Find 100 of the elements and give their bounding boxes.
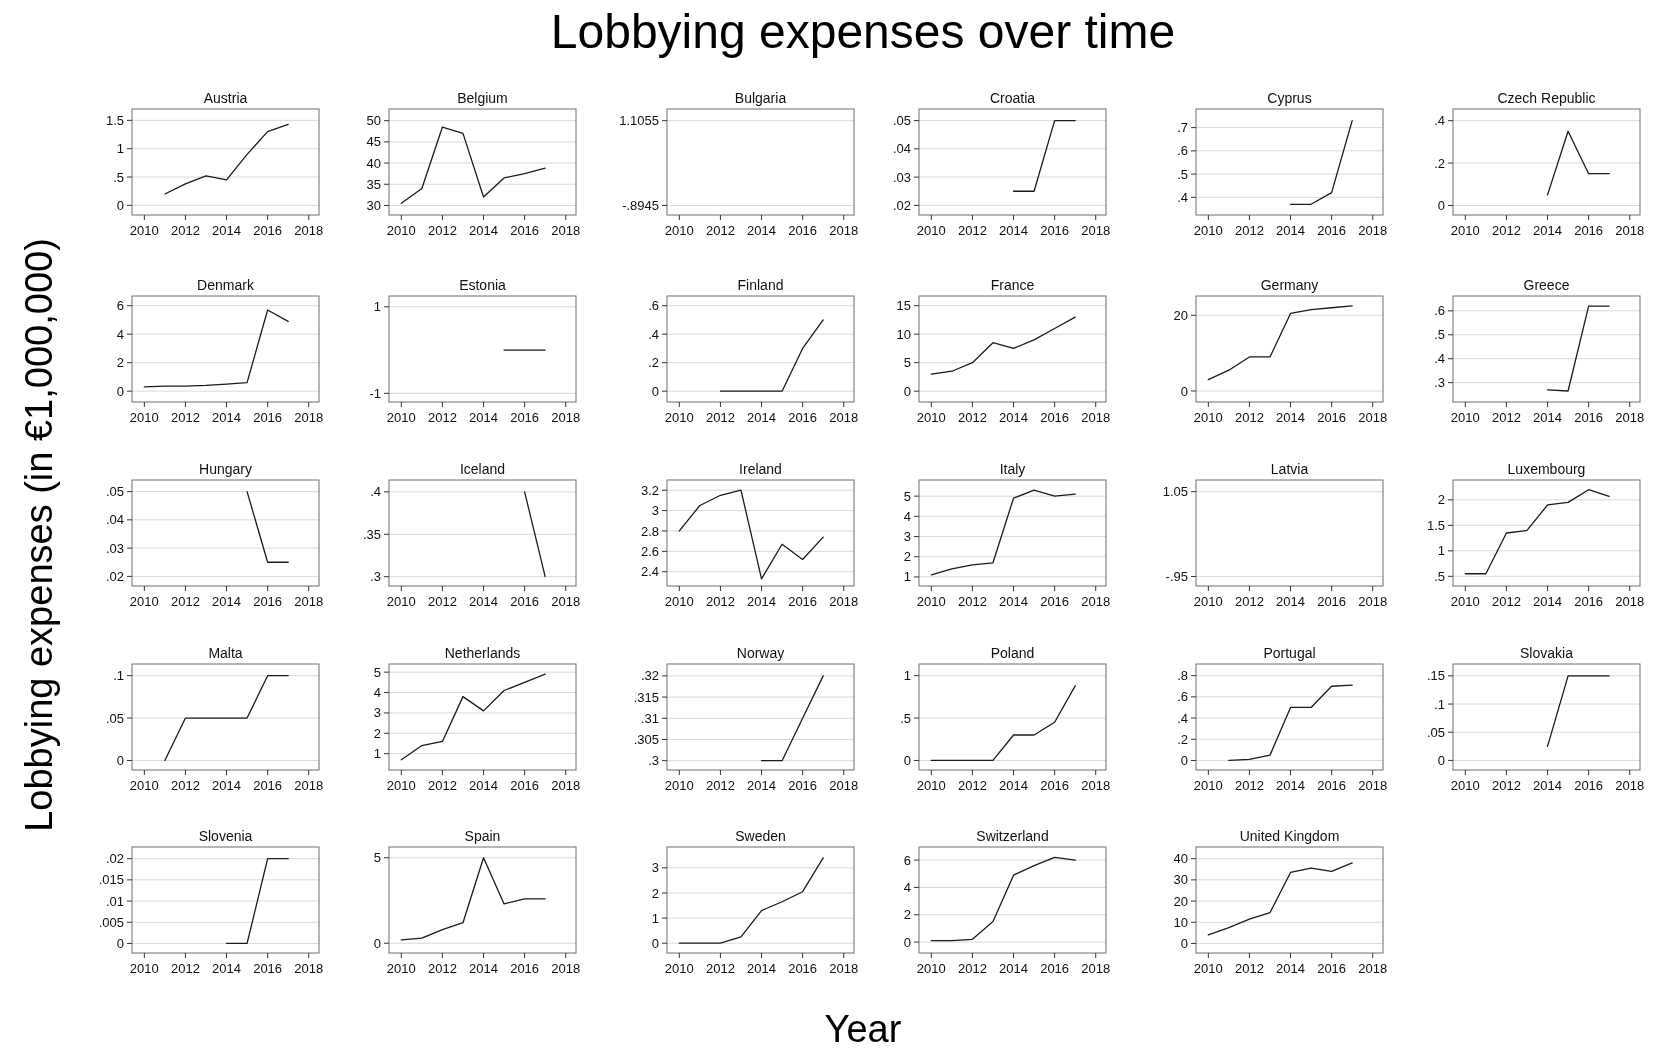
x-tick-label: 2010 bbox=[386, 223, 416, 238]
x-tick-label: 2010 bbox=[129, 961, 159, 976]
y-tick-label: 1 bbox=[903, 569, 911, 585]
x-tick-label: 2016 bbox=[1040, 594, 1070, 609]
x-tick-label: 2012 bbox=[1234, 223, 1264, 238]
y-tick-label: 3 bbox=[651, 860, 659, 876]
y-tick-label: 0 bbox=[116, 197, 124, 213]
line-series bbox=[1207, 305, 1353, 381]
x-tick-label: 2018 bbox=[294, 778, 324, 793]
chart-title: Portugal bbox=[1263, 645, 1316, 661]
y-tick-label: .4 bbox=[1434, 113, 1445, 129]
y-tick-label: 0 bbox=[116, 936, 124, 952]
x-tick-label: 2016 bbox=[1040, 961, 1070, 976]
x-tick-label: 2014 bbox=[212, 594, 241, 609]
y-tick-label: .5 bbox=[1434, 568, 1445, 584]
x-tick-label: 2014 bbox=[747, 961, 776, 976]
y-tick-label: 30 bbox=[366, 198, 381, 214]
x-tick-label: 2016 bbox=[1574, 223, 1604, 238]
y-tick-label: .6 bbox=[1177, 143, 1188, 159]
y-tick-label: 3.2 bbox=[640, 482, 659, 498]
x-tick-label: 2016 bbox=[1574, 778, 1604, 793]
line-series bbox=[930, 316, 1076, 375]
x-tick-label: 2012 bbox=[170, 778, 200, 793]
x-tick-label: 2012 bbox=[705, 594, 735, 609]
y-tick-label: .6 bbox=[1434, 303, 1445, 319]
chart-title: Cyprus bbox=[1267, 90, 1312, 106]
x-tick-label: 2012 bbox=[170, 410, 200, 425]
y-tick-label: .05 bbox=[892, 113, 911, 129]
x-tick-label: 2014 bbox=[1533, 223, 1562, 238]
x-tick-label: 2018 bbox=[829, 594, 859, 609]
y-tick-label: .4 bbox=[370, 484, 381, 500]
y-tick-label: 2 bbox=[903, 549, 911, 565]
y-tick-label: .35 bbox=[362, 526, 381, 542]
x-tick-label: 2016 bbox=[510, 594, 540, 609]
x-tick-label: 2018 bbox=[1081, 594, 1111, 609]
x-tick-label: 2010 bbox=[386, 410, 416, 425]
x-tick-label: 2016 bbox=[253, 410, 283, 425]
x-tick-label: 2018 bbox=[551, 961, 581, 976]
y-tick-label: 0 bbox=[373, 935, 381, 951]
x-tick-label: 2012 bbox=[957, 961, 987, 976]
x-tick-label: 2014 bbox=[469, 961, 498, 976]
x-tick-label: 2014 bbox=[1533, 778, 1562, 793]
x-tick-label: 2012 bbox=[1234, 594, 1264, 609]
line-series bbox=[930, 856, 1076, 942]
y-tick-label: .2 bbox=[1177, 731, 1188, 747]
x-tick-label: 2014 bbox=[747, 223, 776, 238]
x-tick-label: 2010 bbox=[129, 778, 159, 793]
x-tick-label: 2016 bbox=[253, 223, 283, 238]
x-tick-label: 2014 bbox=[212, 961, 241, 976]
x-tick-label: 2018 bbox=[1081, 410, 1111, 425]
y-tick-label: .305 bbox=[633, 732, 659, 748]
line-series bbox=[400, 126, 546, 204]
x-tick-label: 2010 bbox=[129, 223, 159, 238]
chart-title: Switzerland bbox=[976, 828, 1049, 844]
x-tick-label: 2014 bbox=[747, 410, 776, 425]
line-series bbox=[143, 309, 289, 388]
y-tick-label: .4 bbox=[1434, 351, 1445, 367]
y-tick-label: 1 bbox=[373, 746, 381, 762]
x-tick-label: 2012 bbox=[1491, 223, 1521, 238]
x-tick-label: 2014 bbox=[999, 778, 1028, 793]
chart-title: Hungary bbox=[199, 461, 252, 477]
y-tick-label: -.8945 bbox=[622, 198, 659, 214]
y-tick-label: .05 bbox=[1426, 724, 1445, 740]
x-tick-label: 2012 bbox=[957, 410, 987, 425]
y-tick-label: .315 bbox=[633, 689, 659, 705]
x-tick-label: 2012 bbox=[1234, 961, 1264, 976]
x-tick-label: 2010 bbox=[664, 594, 694, 609]
x-tick-label: 2010 bbox=[916, 223, 946, 238]
x-tick-label: 2018 bbox=[829, 778, 859, 793]
y-tick-label: 2 bbox=[1437, 492, 1445, 508]
x-tick-label: 2016 bbox=[1040, 223, 1070, 238]
x-tick-label: 2014 bbox=[469, 223, 498, 238]
x-tick-label: 2018 bbox=[551, 223, 581, 238]
x-tick-label: 2016 bbox=[1317, 961, 1347, 976]
y-tick-label: -.95 bbox=[1165, 569, 1188, 585]
x-tick-label: 2014 bbox=[212, 778, 241, 793]
y-tick-label: 2.6 bbox=[640, 543, 659, 559]
text: Lobbying expenses over time bbox=[550, 5, 1176, 58]
y-tick-label: .4 bbox=[1177, 710, 1188, 726]
chart-title: Malta bbox=[208, 645, 243, 661]
y-tick-label: 2 bbox=[903, 907, 911, 923]
y-tick-label: 3 bbox=[651, 503, 659, 519]
y-tick-label: .04 bbox=[105, 512, 124, 528]
line-series bbox=[930, 489, 1076, 576]
y-tick-label: 0 bbox=[1180, 936, 1188, 952]
y-tick-label: .32 bbox=[640, 668, 659, 684]
line-series bbox=[400, 673, 546, 761]
x-tick-label: 2010 bbox=[916, 410, 946, 425]
chart-title: Austria bbox=[203, 90, 248, 106]
x-tick-label: 2016 bbox=[788, 594, 818, 609]
x-tick-label: 2016 bbox=[788, 961, 818, 976]
x-tick-label: 2010 bbox=[664, 778, 694, 793]
line-series bbox=[400, 857, 546, 941]
y-tick-label: .1 bbox=[1434, 696, 1445, 712]
y-tick-label: 1 bbox=[116, 141, 124, 157]
x-tick-label: 2016 bbox=[1040, 778, 1070, 793]
y-tick-label: 1.05 bbox=[1162, 484, 1188, 500]
y-tick-label: 4 bbox=[373, 685, 381, 701]
x-tick-label: 2012 bbox=[427, 961, 457, 976]
line-series bbox=[1228, 684, 1353, 762]
